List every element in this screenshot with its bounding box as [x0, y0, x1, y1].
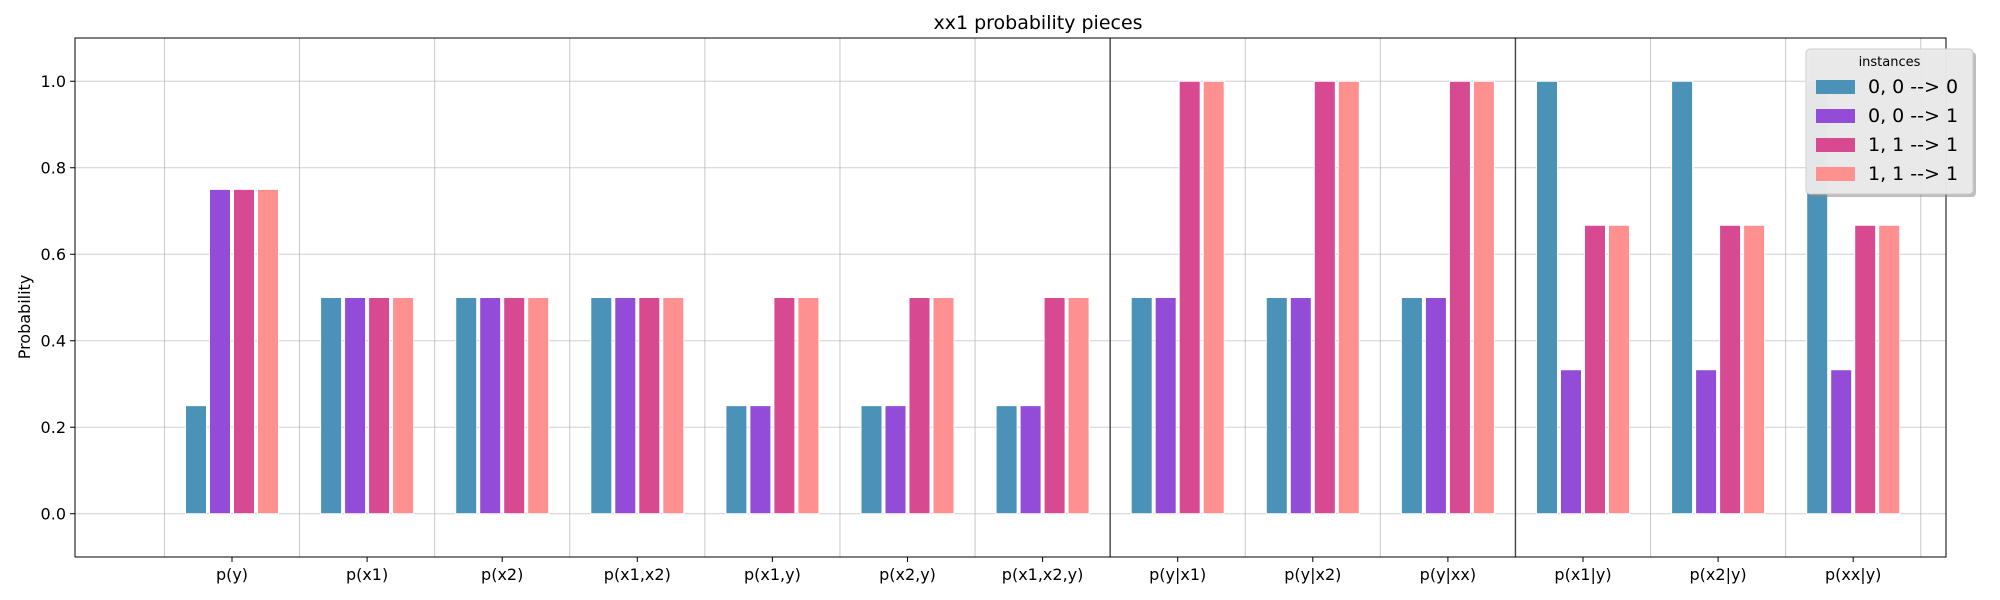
legend-label: 1, 1 --> 1 — [1868, 163, 1958, 185]
bar — [1130, 297, 1153, 515]
legend-swatch — [1816, 138, 1855, 152]
bar — [884, 405, 907, 515]
x-tick-label: p(x2,y) — [879, 565, 936, 584]
bar — [797, 297, 820, 515]
legend: instances 0, 0 --> 0 0, 0 --> 1 1, 1 --> 1 1… — [1805, 48, 1976, 197]
bar — [773, 297, 796, 515]
bar — [1178, 80, 1201, 515]
bar — [995, 405, 1018, 515]
bar — [479, 297, 502, 515]
axes: 0.0 0.2 0.4 0.6 0.8 1.0 p(y) p(x1) p(x2) p(x1,x2)… — [41, 37, 1947, 584]
legend-label: 0, 0 --> 0 — [1868, 76, 1958, 98]
x-tick-label: p(xx|y) — [1825, 565, 1881, 584]
bar — [1313, 80, 1336, 515]
bar — [344, 297, 367, 515]
bar — [233, 188, 255, 515]
x-tick-label: p(y|xx) — [1420, 565, 1476, 584]
bar — [662, 297, 685, 515]
x-tick-label: p(x1,y) — [744, 565, 801, 584]
bar — [1878, 224, 1901, 515]
bar — [1289, 297, 1312, 515]
x-tick-label: p(x2) — [481, 565, 523, 584]
y-tick-label: 0.6 — [41, 245, 66, 264]
x-tick-label: p(y|x1) — [1149, 565, 1206, 584]
bar — [1584, 224, 1606, 515]
bar — [860, 405, 883, 515]
bar — [725, 405, 748, 515]
bar — [908, 297, 931, 515]
y-tick-label: 0.8 — [41, 158, 66, 177]
bar — [527, 297, 550, 515]
legend-label: 0, 0 --> 1 — [1868, 105, 1958, 127]
legend-title: instances — [1859, 55, 1921, 70]
bar — [932, 297, 955, 515]
y-tick-label: 0.0 — [41, 504, 66, 523]
x-tick-label: p(x1|y) — [1554, 565, 1611, 584]
bar — [1671, 80, 1694, 515]
bar — [1472, 80, 1495, 515]
x-tick-label: p(x1) — [346, 565, 388, 584]
y-axis-label: Probability — [15, 275, 34, 360]
bar — [1265, 297, 1288, 515]
bar — [1448, 80, 1471, 515]
bar — [257, 188, 279, 515]
bar — [1695, 369, 1718, 515]
x-tick-label: p(y) — [216, 565, 248, 584]
bar — [1560, 369, 1582, 515]
legend-swatch — [1816, 167, 1855, 181]
bar — [749, 405, 772, 515]
bar — [1854, 224, 1877, 515]
bar — [1743, 224, 1766, 515]
bar — [1202, 80, 1225, 515]
legend-swatch — [1816, 80, 1855, 94]
bar — [1536, 80, 1558, 515]
bar — [1608, 224, 1630, 515]
bar — [1019, 405, 1042, 515]
bar — [392, 297, 415, 515]
bar — [614, 297, 637, 515]
bar — [1830, 369, 1853, 515]
bars — [185, 80, 1901, 515]
bar — [590, 297, 613, 515]
bar — [320, 297, 343, 515]
bar — [1424, 297, 1447, 515]
bar — [1400, 297, 1423, 515]
chart-title: xx1 probability pieces — [933, 12, 1142, 34]
bar — [185, 405, 207, 515]
y-tick-label: 1.0 — [41, 72, 66, 91]
y-tick-label: 0.2 — [41, 418, 66, 437]
x-tick-label: p(x1,x2) — [604, 565, 671, 584]
bar — [1337, 80, 1360, 515]
x-tick-label: p(y|x2) — [1284, 565, 1341, 584]
bar — [1067, 297, 1090, 515]
bar — [455, 297, 478, 515]
bar — [368, 297, 391, 515]
y-tick-label: 0.4 — [41, 331, 66, 350]
bar — [638, 297, 661, 515]
bar — [1154, 297, 1177, 515]
x-tick-label: p(x2|y) — [1690, 565, 1747, 584]
legend-label: 1, 1 --> 1 — [1868, 134, 1958, 156]
legend-swatch — [1816, 109, 1855, 123]
bar — [209, 188, 231, 515]
bar — [1043, 297, 1066, 515]
bar — [503, 297, 526, 515]
plot-frame — [74, 37, 1947, 558]
x-tick-label: p(x1,x2,y) — [1002, 565, 1084, 584]
bar — [1719, 224, 1742, 515]
